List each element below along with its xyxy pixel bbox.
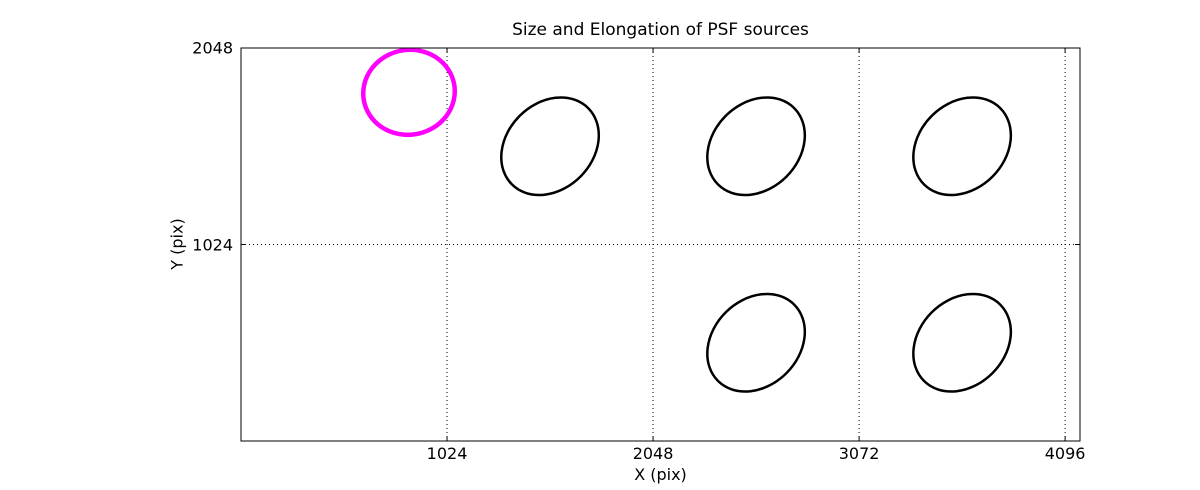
psf-ellipse <box>706 96 807 197</box>
psf-ellipse <box>912 292 1013 393</box>
x-axis-label: X (pix) <box>634 465 687 484</box>
y-tick-label: 2048 <box>192 38 233 58</box>
psf-ellipse <box>706 292 807 393</box>
chart-title: Size and Elongation of PSF sources <box>512 20 809 40</box>
psf-ellipse <box>500 96 601 197</box>
x-tick-label: 3072 <box>838 444 880 463</box>
x-tick-label: 4096 <box>1044 444 1086 463</box>
psf-ellipse <box>912 96 1013 197</box>
y-tick-label: 1024 <box>192 235 233 254</box>
y-axis-label: Y (pix) <box>167 218 187 270</box>
x-tick-label: 2048 <box>632 444 674 463</box>
x-tick-label: 1024 <box>426 444 468 463</box>
reference-psf-ellipse <box>360 47 458 138</box>
